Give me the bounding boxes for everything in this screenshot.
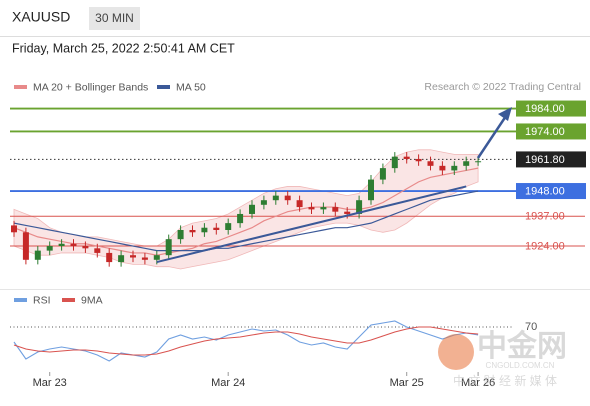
legend-swatch: [157, 85, 170, 89]
candle-body: [391, 156, 398, 169]
level-box: [516, 123, 586, 140]
candle-body: [70, 243, 77, 247]
candle-body: [22, 232, 29, 260]
candle-body: [177, 230, 184, 240]
watermark-url: CNGOLD.COM.CN: [486, 361, 555, 370]
level-box: [516, 100, 586, 117]
indicator-line: [13, 320, 479, 362]
ma-line: [13, 167, 479, 256]
ma-line: [13, 190, 479, 252]
candle-body: [260, 200, 267, 205]
candle-body: [141, 257, 148, 260]
source: Research © 2022 Trading Central: [424, 81, 581, 93]
candle-body: [427, 161, 434, 166]
candle-body: [46, 246, 53, 251]
interval-box[interactable]: [89, 7, 140, 30]
x-tick-label: Mar 24: [211, 377, 245, 389]
candle-body: [451, 165, 458, 171]
candle-body: [58, 243, 65, 247]
candle-body: [272, 195, 279, 201]
candle-body: [201, 227, 208, 233]
candle-body: [34, 250, 41, 260]
legend-label: MA 50: [176, 81, 206, 93]
header-bar: [0, 0, 590, 36]
x-tick-label: Mar 26: [461, 377, 495, 389]
watermark-logo: 中金网: [477, 329, 567, 363]
candle-body: [403, 156, 410, 159]
legend-label: 9MA: [81, 294, 103, 306]
level-label: 1937.00: [525, 211, 565, 223]
candle-body: [153, 255, 160, 260]
level-label: 1974.00: [525, 126, 565, 138]
legend-label: RSI: [33, 294, 51, 306]
indicator-line: [13, 326, 479, 356]
candle-body: [356, 200, 363, 214]
legend-label: MA 20 + Bollinger Bands: [33, 81, 148, 93]
candle-body: [237, 213, 244, 224]
candle-body: [308, 207, 315, 210]
candle-body: [415, 158, 422, 162]
candle-body: [11, 225, 17, 233]
candle-body: [344, 211, 351, 214]
candle-body: [475, 161, 482, 163]
timestamp: Friday, March 25, 2022 2:50:41 AM CET: [12, 41, 235, 55]
candle-body: [320, 207, 327, 210]
x-tick-label: Mar 23: [33, 377, 67, 389]
level-label: 1984.00: [525, 103, 565, 115]
candle-body: [379, 168, 386, 180]
candle-body: [284, 195, 291, 201]
candle-body: [225, 223, 232, 230]
candle-body: [213, 227, 220, 230]
candle-body: [118, 255, 125, 263]
watermark: 中金网 CNGOLD.COM.CN 中 文 财 经 新 媒 体: [438, 329, 567, 388]
candle-body: [368, 179, 374, 201]
trendline: [156, 185, 467, 264]
forecast-arrowhead: [498, 107, 512, 121]
watermark-icon: [438, 334, 474, 370]
bollinger-band: [13, 149, 479, 270]
legend-swatch: [14, 298, 27, 302]
legend-swatch: [14, 85, 27, 89]
candle-body: [249, 204, 255, 214]
candle-body: [94, 248, 101, 253]
candle-body: [439, 165, 446, 171]
level-box: [516, 183, 586, 200]
x-tick-label: Mar 25: [390, 377, 424, 389]
candle-body: [106, 252, 113, 263]
level-label: 1961.80: [525, 154, 565, 166]
forecast-arrow: [476, 115, 508, 159]
candle-body: [82, 246, 89, 249]
candle-body: [296, 200, 303, 208]
candle-body: [189, 230, 196, 233]
candle-body: [165, 239, 172, 256]
candle-body: [130, 255, 136, 258]
y-tick-label: 70: [525, 321, 537, 333]
interval[interactable]: 30 MIN: [95, 11, 134, 25]
level-label: 1948.00: [525, 185, 565, 197]
level-box: [516, 151, 586, 168]
legend-swatch: [62, 298, 75, 302]
watermark-tagline: 中 文 财 经 新 媒 体: [453, 373, 557, 388]
level-label: 1924.00: [525, 240, 565, 252]
symbol: XAUUSD: [12, 9, 70, 25]
candle-body: [463, 161, 470, 166]
candle-body: [332, 207, 339, 212]
